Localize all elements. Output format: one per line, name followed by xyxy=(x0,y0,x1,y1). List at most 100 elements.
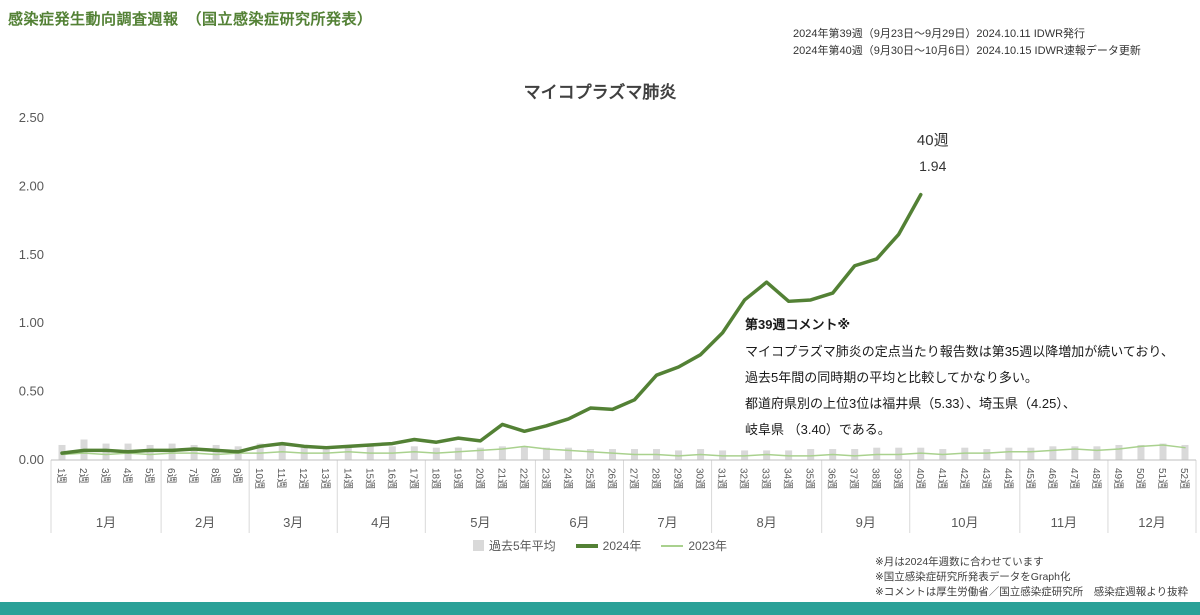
week-label: 2週 xyxy=(77,468,89,484)
avg-bar xyxy=(1093,446,1101,460)
week-label: 4週 xyxy=(121,468,133,484)
week-label: 44週 xyxy=(1002,468,1014,489)
comment-block: 第39週コメント※ マイコプラズマ肺炎の定点当たり報告数は第35週以降増加が続い… xyxy=(745,314,1195,443)
week-label: 1週 xyxy=(55,468,67,484)
week-label: 29週 xyxy=(672,468,684,489)
week-label: 48週 xyxy=(1090,468,1102,489)
week-label: 25週 xyxy=(583,468,595,489)
month-label: 2月 xyxy=(195,515,215,530)
month-label: 9月 xyxy=(856,515,876,530)
week-label: 16週 xyxy=(385,468,397,489)
week-label: 18週 xyxy=(429,468,441,489)
y-tick-label: 2.50 xyxy=(19,110,44,125)
month-label: 6月 xyxy=(569,515,589,530)
week-label: 28週 xyxy=(650,468,662,489)
week-label: 40週 xyxy=(914,468,926,489)
avg-bar xyxy=(564,447,572,460)
week-label: 45週 xyxy=(1024,468,1036,489)
week-label: 42週 xyxy=(958,468,970,489)
week-label: 39週 xyxy=(892,468,904,489)
month-label: 7月 xyxy=(657,515,677,530)
week-label: 52週 xyxy=(1178,468,1190,489)
week-label: 33週 xyxy=(760,468,772,489)
avg-bar xyxy=(212,444,220,460)
y-tick-label: 1.50 xyxy=(19,247,44,262)
month-label: 3月 xyxy=(283,515,303,530)
week-label: 30週 xyxy=(694,468,706,489)
series-line-2023年 xyxy=(61,444,1186,457)
week-label: 9週 xyxy=(231,468,243,484)
footer-accent-bar xyxy=(0,602,1200,615)
y-tick-label: 0.00 xyxy=(19,452,44,467)
week-label: 51週 xyxy=(1156,468,1168,489)
avg-bar xyxy=(1027,447,1035,460)
avg-bar xyxy=(851,449,859,460)
week-label: 34週 xyxy=(782,468,794,489)
mycoplasma-weekly-chart: 0.00 0.50 1.00 1.50 2.00 2.50 1週 2週 3週 4週 5週 6週 7週 8週… xyxy=(19,110,1197,533)
legend-item-2024: 2024年 xyxy=(575,537,642,554)
avg-bar xyxy=(476,447,484,460)
y-tick-label: 0.50 xyxy=(19,384,44,399)
week-label: 23週 xyxy=(539,468,551,489)
month-label: 10月 xyxy=(951,515,978,530)
week-label: 11週 xyxy=(275,468,287,488)
week-label: 21週 xyxy=(495,468,507,489)
avg-bar xyxy=(146,444,154,460)
week-label: 47週 xyxy=(1068,468,1080,489)
week-label: 46週 xyxy=(1046,468,1058,489)
month-label: 5月 xyxy=(470,515,490,530)
series-line-2024年 xyxy=(60,192,923,455)
week-label: 37週 xyxy=(848,468,860,489)
avg-bar xyxy=(344,446,352,460)
week-label: 20週 xyxy=(473,468,485,489)
week-label: 5週 xyxy=(143,468,155,484)
footnote-line: ※コメントは厚生労働省／国立感染症研究所 感染症週報より抜粋 xyxy=(875,586,1189,599)
avg-bar xyxy=(1049,446,1057,460)
week-label: 35週 xyxy=(804,468,816,489)
week-label: 12週 xyxy=(297,468,309,489)
week-label: 19週 xyxy=(451,468,463,489)
line-2023-swatch-icon xyxy=(661,544,684,547)
legend-item-avg: 過去5年平均 xyxy=(472,537,556,554)
legend-label-2023: 2023年 xyxy=(688,539,728,553)
annotation-week-label: 40週 xyxy=(917,132,949,149)
footnote-line: ※国立感染症研究所発表データをGraph化 xyxy=(875,571,1071,584)
comment-line: 都道府県別の上位3位は福井県（5.33）、埼玉県（4.25）、 xyxy=(745,396,1076,411)
week-label: 27週 xyxy=(628,468,640,489)
comment-line: マイコプラズマ肺炎の定点当たり報告数は第35週以降増加が続いており、 xyxy=(745,344,1174,359)
avg-bar xyxy=(1005,447,1013,460)
week-label: 50週 xyxy=(1134,468,1146,489)
week-label: 10週 xyxy=(253,468,265,489)
week-label: 36週 xyxy=(826,468,838,489)
week-label: 38週 xyxy=(870,468,882,489)
week-label: 26週 xyxy=(605,468,617,489)
avg-bar xyxy=(454,447,462,460)
avg-bar xyxy=(1137,444,1145,460)
week-label: 7週 xyxy=(187,468,199,484)
line-2024-swatch-icon xyxy=(575,543,598,548)
week-label: 49週 xyxy=(1112,468,1124,489)
avg-bar xyxy=(586,449,594,460)
week-label: 41週 xyxy=(936,468,948,489)
comment-line: 過去5年間の同時期の平均と比較してかなり多い。 xyxy=(745,370,1038,385)
week-label: 22週 xyxy=(517,468,529,489)
y-tick-label: 1.00 xyxy=(19,315,44,330)
avg-bar xyxy=(608,449,616,460)
annotation-value-label: 1.94 xyxy=(919,158,946,174)
month-label: 11月 xyxy=(1051,515,1078,530)
avg-bar xyxy=(256,443,264,460)
avg-swatch-icon xyxy=(472,540,484,551)
avg-bar xyxy=(983,449,991,460)
chart-title: マイコプラズマ肺炎 xyxy=(523,83,677,102)
comment-title: 第39週コメント※ xyxy=(745,317,851,332)
legend-item-2023: 2023年 xyxy=(661,537,727,554)
month-label: 4月 xyxy=(371,515,391,530)
avg-bar xyxy=(520,446,528,460)
avg-bar xyxy=(542,447,550,460)
month-label: 12月 xyxy=(1138,515,1165,530)
legend-label-avg: 過去5年平均 xyxy=(488,539,556,553)
legend-label-2024: 2024年 xyxy=(602,539,642,553)
month-label: 1月 xyxy=(96,515,116,530)
week-label: 3週 xyxy=(99,468,111,484)
week-label: 24週 xyxy=(561,468,573,489)
